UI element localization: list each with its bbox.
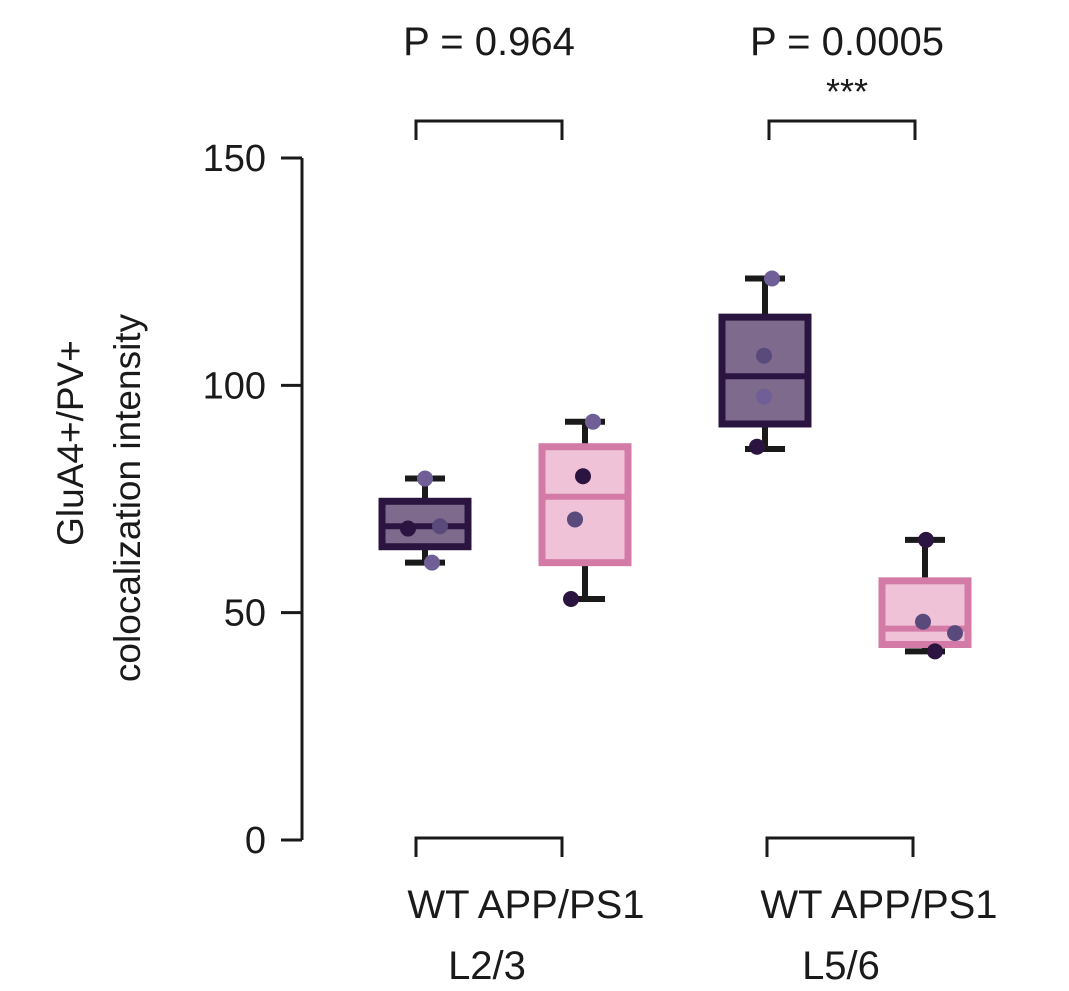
box-1-wt: [378, 470, 472, 571]
data-point: [575, 468, 591, 485]
iqr-box: [718, 313, 812, 428]
data-point: [947, 625, 963, 642]
x-group-name-1: L2/3: [448, 944, 526, 988]
y-axis-label-line1: GluA4+/PV+: [50, 340, 91, 546]
data-point: [749, 438, 765, 455]
significance-stars-group2: ***: [826, 71, 868, 112]
data-point: [756, 347, 772, 364]
box-2-wt: [718, 270, 812, 455]
data-point: [764, 270, 780, 287]
box-2-app-ps1: [878, 531, 972, 660]
y-tick-label-0: 0: [245, 820, 266, 862]
x-group-bracket-2: [765, 836, 915, 857]
pvalue-group2: P = 0.0005: [750, 20, 944, 64]
y-tick-label-50: 50: [224, 593, 266, 635]
data-point: [927, 643, 943, 660]
x-group-bracket-1: [414, 836, 564, 857]
boxes: [378, 270, 972, 660]
iqr-box: [538, 443, 632, 567]
data-point: [918, 531, 934, 548]
x-genotype-labels-group2: WT APP/PS1: [760, 883, 997, 927]
data-point: [915, 613, 931, 630]
data-point: [424, 554, 440, 571]
significance-bracket-group2: [767, 119, 917, 140]
significance-group1: P = 0.964: [403, 20, 575, 140]
y-tick-label-150: 150: [203, 138, 266, 180]
data-point: [432, 518, 448, 535]
data-point: [563, 591, 579, 608]
data-point: [585, 413, 601, 430]
y-ticks: 0 50 100 150: [203, 138, 302, 862]
significance-group2: P = 0.0005 ***: [750, 20, 944, 140]
pvalue-group1: P = 0.964: [403, 20, 575, 64]
y-axis-label-line2: colocalization intensity: [107, 313, 148, 682]
x-genotype-labels-group1: WT APP/PS1: [407, 883, 644, 927]
data-point: [756, 388, 772, 405]
data-point: [400, 520, 416, 537]
x-group-name-2: L5/6: [802, 944, 880, 988]
significance-bracket-group1: [414, 119, 564, 140]
box-1-app-ps1: [538, 413, 632, 608]
data-point: [567, 511, 583, 528]
y-tick-label-100: 100: [203, 365, 266, 407]
data-point: [417, 470, 433, 487]
